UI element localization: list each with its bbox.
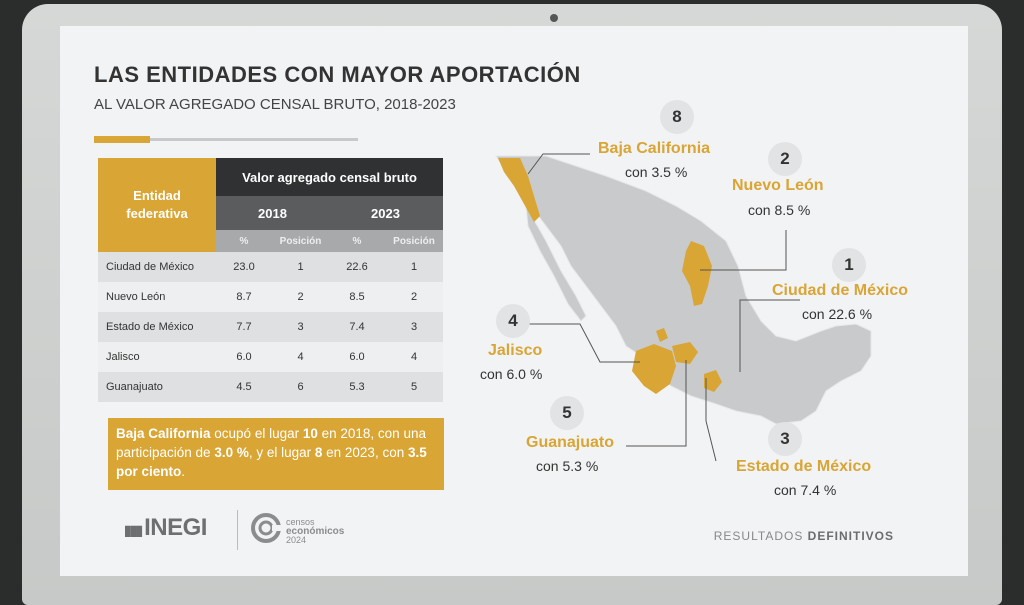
- cell-entity: Guanajuato: [106, 381, 163, 393]
- value-baja-california: con 3.5 %: [625, 164, 688, 180]
- value-jalisco: con 6.0 %: [480, 366, 543, 382]
- cell-pct2023: 5.3: [349, 381, 365, 393]
- state-guanajuato: [672, 342, 698, 364]
- header-entity: Entidad federativa: [98, 158, 216, 252]
- rank-badge-jalisco: 4: [496, 304, 530, 338]
- slide-subtitle: AL VALOR AGREGADO CENSAL BRUTO, 2018-202…: [94, 96, 456, 113]
- header-main: Valor agregado censal bruto: [216, 158, 443, 196]
- title-accent-bar: [94, 136, 150, 143]
- mexico-map: [495, 155, 872, 425]
- label-guanajuato: Guanajuato: [526, 434, 615, 451]
- cell-entity: Jalisco: [106, 351, 140, 363]
- table-row: Nuevo León 8.7 2 8.5 2: [98, 282, 443, 312]
- header-pos-2023: Posición: [393, 235, 435, 247]
- table-row: Jalisco 6.0 4 6.0 4: [98, 342, 443, 372]
- cell-entity: Ciudad de México: [106, 261, 195, 273]
- cell-entity: Estado de México: [106, 321, 194, 333]
- censos-logo-text: censos económicos 2024: [286, 517, 345, 545]
- header-year-2018: 2018: [258, 205, 287, 221]
- header-pct-2023: %: [352, 235, 362, 247]
- cell-pos2023: 4: [410, 351, 418, 363]
- cell-pos2018: 4: [297, 351, 304, 363]
- cell-pct2018: 6.0: [236, 351, 252, 363]
- label-edomex: Estado de México: [736, 458, 872, 475]
- cell-pct2018: 4.5: [236, 381, 252, 393]
- title-divider: [94, 138, 358, 141]
- value-cdmx: con 22.6 %: [802, 306, 873, 322]
- cell-entity: Nuevo León: [106, 291, 166, 303]
- cell-pct2023: 7.4: [349, 321, 365, 333]
- cell-pct2018: 8.7: [236, 291, 252, 303]
- state-estado-de-mexico: [704, 370, 722, 392]
- leader-lines: [516, 153, 800, 462]
- rank-badge-guanajuato: 5: [550, 396, 584, 430]
- footer-divider: [237, 510, 238, 550]
- value-edomex: con 7.4 %: [774, 482, 837, 498]
- label-nuevo-leon: Nuevo León: [732, 177, 824, 194]
- cell-pct2018: 23.0: [233, 261, 255, 273]
- inegi-logo: ▮▮▮ INEGI: [124, 514, 207, 541]
- note-box: Baja California ocupó el lugar 10 en 201…: [108, 418, 444, 490]
- cell-pos2023: 1: [410, 261, 418, 273]
- leader-baja-california: [527, 153, 590, 175]
- cell-pos2023: 3: [410, 321, 418, 333]
- value-guanajuato: con 5.3 %: [536, 458, 599, 474]
- leader-edomex: [705, 378, 717, 462]
- cell-pos2018: 2: [297, 291, 304, 303]
- cell-pct2023: 22.6: [346, 261, 368, 273]
- inegi-bars-icon: ▮▮▮: [124, 522, 143, 538]
- cell-pos2018: 6: [297, 381, 304, 393]
- label-cdmx: Ciudad de México: [772, 282, 909, 299]
- table-row: Estado de México 7.7 3 7.4 3: [98, 312, 443, 342]
- label-jalisco: Jalisco: [488, 342, 543, 359]
- leader-cdmx: [739, 299, 800, 372]
- cell-pos2023: 5: [410, 381, 418, 393]
- state-baja-california: [498, 158, 540, 222]
- leader-jalisco: [516, 323, 640, 363]
- table-row: Guanajuato 4.5 6 5.3 5: [98, 372, 443, 402]
- header-years: 2018 2023: [216, 196, 443, 230]
- header-year-2023: 2023: [371, 205, 400, 221]
- cell-pos2018: 3: [297, 321, 304, 333]
- cell-pct2018: 7.7: [236, 321, 252, 333]
- state-nuevo-leon: [682, 241, 712, 306]
- state-jalisco: [632, 344, 676, 394]
- webcam-dot: [550, 14, 558, 22]
- censos-logo-icon: [251, 513, 282, 543]
- rank-badge-nuevo-leon: 2: [768, 142, 802, 176]
- header-subcolumns: % Posición % Posición: [216, 230, 443, 252]
- cell-pct2023: 8.5: [349, 291, 365, 303]
- cell-pos2018: 1: [297, 261, 304, 273]
- baja-peninsula: [525, 205, 587, 322]
- rank-badge-baja-california: 8: [660, 100, 694, 134]
- cell-pct2023: 6.0: [349, 351, 365, 363]
- mexico-mainland: [495, 155, 872, 425]
- header-pct-2018: %: [239, 235, 249, 247]
- cell-pos2023: 2: [410, 291, 418, 303]
- presentation-slide: LAS ENTIDADES CON MAYOR APORTACIÓN AL VA…: [60, 26, 968, 576]
- value-nuevo-leon: con 8.5 %: [748, 202, 811, 218]
- label-baja-california: Baja California: [598, 140, 711, 157]
- leader-nuevo-leon: [700, 230, 787, 271]
- results-label: RESULTADOS DEFINITIVOS: [713, 529, 894, 543]
- rank-badge-cdmx: 1: [832, 248, 866, 282]
- rank-badge-edomex: 3: [768, 422, 802, 456]
- leader-guanajuato: [626, 360, 687, 447]
- state-aguascalientes: [656, 328, 668, 342]
- header-pos-2018: Posición: [279, 235, 322, 247]
- table-row: Ciudad de México 23.0 1 22.6 1: [98, 252, 443, 282]
- slide-title: LAS ENTIDADES CON MAYOR APORTACIÓN: [94, 62, 581, 87]
